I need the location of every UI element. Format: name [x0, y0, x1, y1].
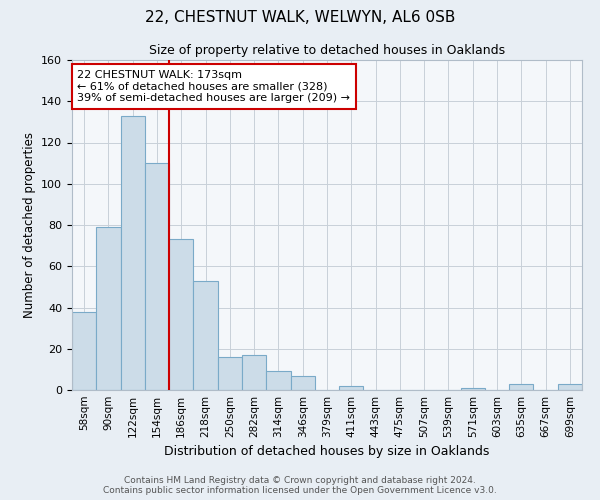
- Bar: [290, 376, 315, 390]
- Bar: [145, 163, 169, 390]
- Text: Contains HM Land Registry data © Crown copyright and database right 2024.
Contai: Contains HM Land Registry data © Crown c…: [103, 476, 497, 495]
- Bar: [461, 388, 485, 390]
- Bar: [266, 372, 290, 390]
- Text: 22 CHESTNUT WALK: 173sqm
← 61% of detached houses are smaller (328)
39% of semi-: 22 CHESTNUT WALK: 173sqm ← 61% of detach…: [77, 70, 350, 103]
- Bar: [558, 384, 582, 390]
- Bar: [169, 240, 193, 390]
- Bar: [121, 116, 145, 390]
- Bar: [193, 280, 218, 390]
- Bar: [218, 357, 242, 390]
- Bar: [339, 386, 364, 390]
- X-axis label: Distribution of detached houses by size in Oaklands: Distribution of detached houses by size …: [164, 446, 490, 458]
- Bar: [509, 384, 533, 390]
- Bar: [96, 227, 121, 390]
- Text: 22, CHESTNUT WALK, WELWYN, AL6 0SB: 22, CHESTNUT WALK, WELWYN, AL6 0SB: [145, 10, 455, 25]
- Title: Size of property relative to detached houses in Oaklands: Size of property relative to detached ho…: [149, 44, 505, 58]
- Bar: [242, 355, 266, 390]
- Y-axis label: Number of detached properties: Number of detached properties: [23, 132, 35, 318]
- Bar: [72, 312, 96, 390]
